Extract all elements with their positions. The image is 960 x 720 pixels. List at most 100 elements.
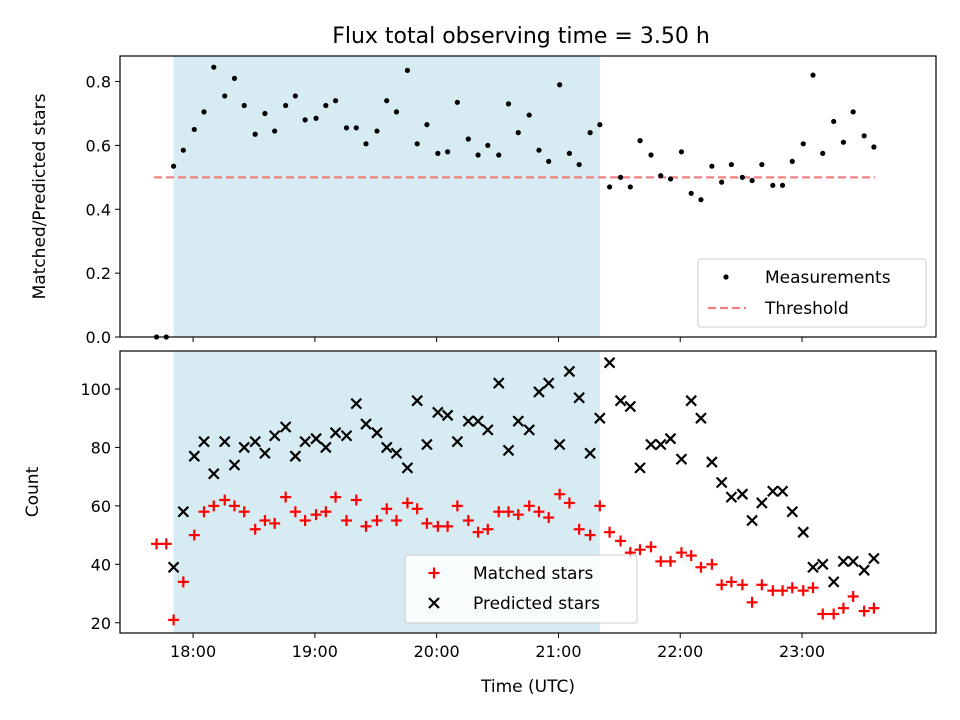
y-tick-label: 40	[91, 555, 111, 574]
x-mark-b	[268, 429, 281, 442]
x-mark-b	[401, 462, 414, 474]
y-tick-label: 0.0	[86, 328, 111, 347]
x-mark-b	[289, 450, 302, 462]
x-mark-b	[695, 412, 707, 424]
measurement-point	[536, 147, 542, 153]
matched-star-point	[675, 547, 687, 559]
predicted-star-point	[837, 555, 850, 568]
matched-star-point	[238, 506, 250, 518]
measurement-point	[302, 117, 308, 123]
y-axis: 0.0 0.2 0.4 0.6 0.8	[86, 73, 120, 347]
measurement-point	[424, 122, 430, 128]
predicted-star-point	[320, 441, 332, 454]
measurement-point	[789, 158, 795, 164]
predicted-star-point	[675, 453, 688, 465]
x-mark-b	[411, 394, 423, 407]
matched-star-point	[168, 614, 180, 626]
predicted-star-point	[706, 456, 718, 468]
matched-star-point	[421, 517, 433, 529]
y-tick-label: 100	[80, 380, 111, 399]
measurement-point	[688, 190, 694, 196]
x-tick-label: 22:00	[657, 642, 703, 661]
matched-star-point	[777, 585, 789, 597]
predicted-star-point	[797, 526, 810, 538]
x-mark-b	[523, 424, 535, 436]
predicted-star-point	[664, 432, 677, 445]
measurement-point	[393, 109, 400, 115]
matched-star-point	[736, 579, 748, 591]
measurement-point	[374, 128, 380, 134]
predicted-star-point	[451, 435, 464, 448]
legend-box	[404, 554, 638, 624]
measurement-point	[283, 102, 289, 109]
x-mark-b	[868, 552, 880, 565]
matched-star-point	[320, 506, 332, 518]
measurement-point	[871, 144, 877, 150]
matched-star-point	[289, 506, 301, 518]
matched-star-point	[188, 529, 200, 541]
matched-star-point	[228, 500, 240, 512]
matched-star-point	[219, 494, 231, 506]
top-panel: 0.00.20.40.60.8 Matched/Predicted stars …	[30, 55, 937, 347]
measurement-point	[831, 118, 837, 125]
x-mark-b	[482, 424, 494, 436]
x-mark-b	[533, 386, 545, 398]
x-mark-b	[390, 447, 403, 460]
predicted-star-point	[634, 462, 646, 474]
x-mark-b	[188, 450, 201, 462]
predicted-star-point	[279, 421, 292, 433]
x-mark-b	[502, 444, 515, 457]
x-mark-b	[380, 441, 393, 454]
x-mark-b	[320, 441, 332, 454]
measurement-point	[180, 147, 186, 153]
measurement-point	[840, 139, 847, 145]
x-mark-b	[563, 365, 576, 378]
x-mark-b	[350, 397, 363, 410]
x-mark-b	[329, 427, 342, 439]
predicted-star-point	[685, 394, 697, 407]
measurement-point	[637, 138, 643, 144]
x-mark-b	[472, 415, 484, 427]
measurement-point	[719, 179, 725, 185]
predicted-star-point	[715, 476, 728, 489]
measurement-point	[526, 112, 532, 118]
count-points	[151, 356, 880, 626]
measurement-point	[323, 102, 329, 109]
predicted-star-point	[380, 441, 393, 454]
legend: Matched stars Predicted stars	[404, 554, 638, 624]
x-mark-b	[706, 456, 718, 468]
predicted-star-point	[268, 429, 281, 442]
measurement-point	[861, 133, 867, 139]
predicted-star-point	[523, 424, 535, 436]
matched-star-point	[594, 500, 606, 512]
predicted-star-point	[695, 412, 707, 424]
matched-star-point	[837, 602, 849, 614]
y-tick-label: 80	[91, 438, 111, 457]
x-mark-b	[198, 435, 210, 448]
predicted-star-point	[299, 435, 311, 448]
matched-star-point	[645, 541, 657, 553]
predicted-star-point	[827, 576, 840, 588]
matched-star-point	[249, 523, 261, 535]
matched-star-point	[746, 596, 758, 608]
x-mark-b	[428, 597, 440, 609]
x-mark-b	[584, 447, 596, 460]
predicted-star-point	[767, 485, 779, 498]
measurement-point	[272, 128, 278, 134]
matched-star-point	[360, 520, 372, 532]
matched-star-point	[847, 590, 859, 602]
predicted-star-point	[177, 505, 190, 518]
predicted-star-point	[533, 386, 545, 398]
predicted-star-point	[421, 438, 433, 451]
legend-label: Threshold	[764, 299, 849, 319]
measurement-point	[343, 125, 350, 131]
legend-predicted-marker	[428, 597, 440, 609]
matched-star-point	[664, 555, 676, 567]
x-axis: 18:00 19:00 20:00 21:00 22:00 23:00	[170, 633, 825, 661]
matched-star-point	[634, 544, 646, 556]
measurement-point	[810, 72, 816, 78]
matched-star-point	[563, 497, 575, 509]
predicted-star-point	[573, 391, 585, 404]
legend-label: Measurements	[765, 268, 891, 288]
predicted-star-point	[249, 435, 261, 448]
